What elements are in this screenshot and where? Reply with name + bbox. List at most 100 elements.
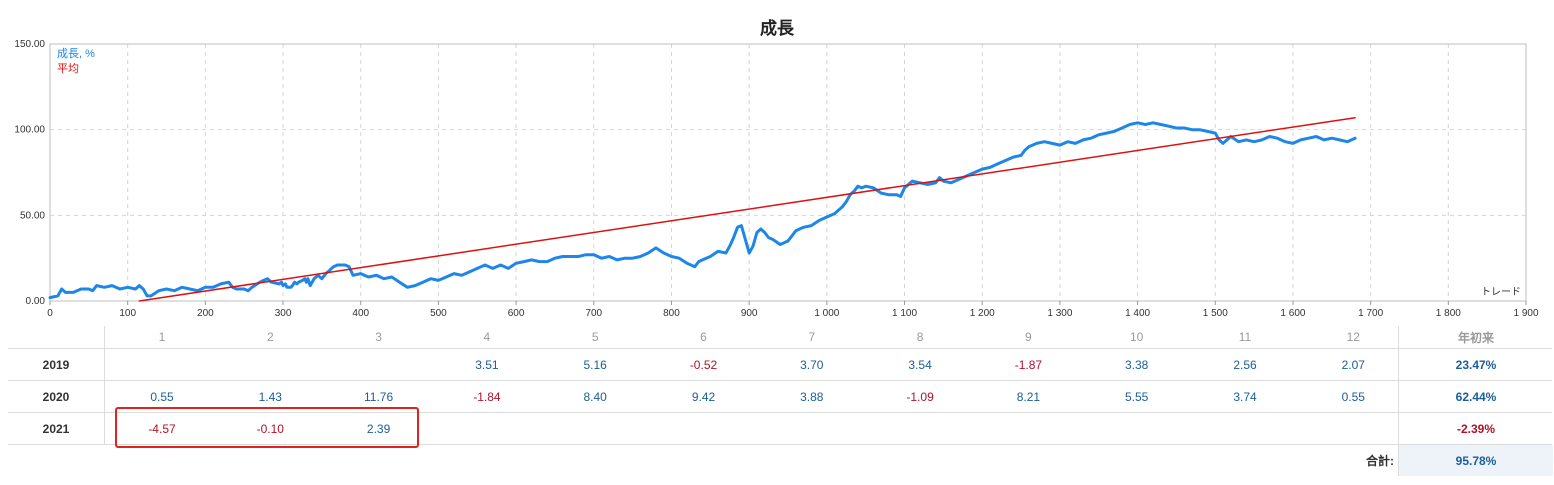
x-tick-label: 600 (508, 308, 525, 319)
month-cell (325, 349, 433, 380)
ytd-header: 年初来 (1398, 326, 1553, 348)
month-cell: -1.84 (473, 389, 501, 404)
growth-series-line (48, 121, 1357, 300)
x-tick-label: 1 800 (1436, 308, 1461, 319)
year-cell: 2020 (8, 381, 105, 412)
y-tick-label: 0.00 (26, 296, 46, 307)
month-cell (866, 413, 974, 444)
month-cell (974, 413, 1082, 444)
month-header-2: 2 (266, 330, 274, 344)
x-tick-label: 400 (352, 308, 369, 319)
monthly-returns-table: 年初来 1 2 3 4 5 6 7 8 9 10 11 12 2019 23.47% 3.51 5.16… (8, 326, 1553, 476)
y-tick-label: 150.00 (14, 39, 45, 50)
month-cell (1083, 413, 1191, 444)
month-cell: 5.55 (1125, 389, 1149, 404)
month-header-11: 11 (1238, 330, 1252, 344)
month-header-3: 3 (375, 330, 382, 344)
x-tick-label: 1 700 (1358, 308, 1383, 319)
y-tick-label: 100.00 (14, 125, 45, 136)
axis-ticks: 0 100 200 300 400 500 600 700 800 900 1 000 1 100 1 … (14, 39, 1539, 319)
x-tick-label: 1 200 (970, 308, 995, 319)
x-tick-label: 700 (585, 308, 602, 319)
total-row: 合計: 95.78% (8, 445, 1553, 476)
month-cell: 3.38 (1125, 357, 1149, 372)
table-row: 2019 23.47% 3.51 5.16 -0.52 3.70 3.54 -1.87 3.… (8, 349, 1552, 381)
chart-title: 成長 (760, 19, 794, 38)
month-cell: -0.52 (689, 357, 718, 372)
month-cell (758, 413, 866, 444)
month-header-6: 6 (700, 330, 707, 344)
month-cell: 11.76 (364, 389, 394, 404)
month-cell (216, 349, 324, 380)
x-tick-label: 100 (119, 308, 136, 319)
month-header-8: 8 (916, 330, 924, 344)
month-cell: -1.09 (906, 389, 934, 404)
highlight-box-2021 (115, 407, 419, 448)
x-tick-label: 500 (430, 308, 447, 319)
month-cell (1191, 413, 1299, 444)
month-cell: 3.70 (800, 357, 824, 372)
table-row: 2020 62.44% 0.55 1.43 11.76 -1.84 8.40 9.42 3.… (8, 381, 1552, 413)
x-tick-label: 900 (741, 308, 758, 319)
month-cell: 0.55 (150, 389, 174, 404)
total-value: 95.78% (1398, 445, 1553, 476)
month-cell (650, 413, 758, 444)
plot-frame (49, 43, 1527, 302)
x-tick-label: 1 300 (1047, 308, 1072, 319)
legend-growth: 成長, % (57, 47, 95, 60)
x-tick-label: 200 (197, 308, 214, 319)
month-cell: 3.74 (1233, 389, 1257, 404)
month-cell: 8.21 (1016, 389, 1041, 404)
y-tick-label: 50.00 (20, 210, 45, 221)
table-row: 2021 -2.39% -4.57 -0.10 2.39 (8, 413, 1552, 445)
month-header-4: 4 (483, 330, 491, 344)
month-cell (541, 413, 649, 444)
month-cell: -4.57 (148, 421, 176, 436)
month-cell: 9.42 (691, 389, 716, 404)
x-axis-label: トレード (1481, 287, 1521, 298)
total-label: 合計: (1366, 454, 1394, 468)
month-cell: 2.39 (366, 421, 391, 436)
x-tick-label: 1 600 (1280, 308, 1305, 319)
month-header-7: 7 (808, 330, 816, 344)
year-header-cell (8, 326, 105, 348)
month-cell (1299, 413, 1407, 444)
month-cell: 8.40 (583, 389, 607, 404)
month-cell: 5.16 (583, 357, 607, 372)
x-tick-label: 1 900 (1513, 308, 1538, 319)
legend-average: 平均 (57, 62, 79, 75)
average-series-line (138, 116, 1356, 302)
x-tick-label: 1 100 (892, 308, 917, 319)
month-header-5: 5 (591, 330, 599, 344)
year-cell: 2019 (8, 349, 105, 380)
month-cell: 3.51 (475, 357, 499, 372)
x-tick-label: 1 500 (1203, 308, 1228, 319)
x-tick-label: 1 000 (814, 308, 839, 319)
month-cell (108, 349, 216, 380)
ytd-cell: -2.39% (1398, 413, 1553, 444)
ytd-cell: 62.44% (1398, 381, 1553, 412)
month-header-10: 10 (1130, 330, 1144, 344)
x-tick-label: 800 (663, 308, 680, 319)
x-tick-label: 1 400 (1125, 308, 1150, 319)
month-cell: 2.56 (1233, 357, 1257, 372)
month-cell: -1.87 (1014, 357, 1043, 372)
series (48, 116, 1357, 302)
ytd-cell: 23.47% (1398, 349, 1553, 380)
table-header-row: 年初来 1 2 3 4 5 6 7 8 9 10 11 12 (8, 326, 1552, 349)
month-cell: 3.88 (800, 389, 824, 404)
month-header-12: 12 (1346, 330, 1360, 344)
month-cell: 2.07 (1341, 357, 1365, 372)
year-cell: 2021 (8, 413, 105, 444)
month-cell: 3.54 (908, 357, 932, 372)
x-tick-label: 0 (47, 308, 53, 319)
month-cell (433, 413, 541, 444)
month-cell: 1.43 (258, 389, 282, 404)
month-header-9: 9 (1025, 330, 1032, 344)
month-cell: 0.55 (1341, 389, 1365, 404)
month-header-1: 1 (158, 330, 166, 344)
month-cell: -0.10 (256, 421, 284, 436)
x-tick-label: 300 (275, 308, 292, 319)
grid (50, 44, 1526, 301)
growth-chart: 0 100 200 300 400 500 600 700 800 900 1 000 1 100 1 … (14, 39, 1539, 319)
